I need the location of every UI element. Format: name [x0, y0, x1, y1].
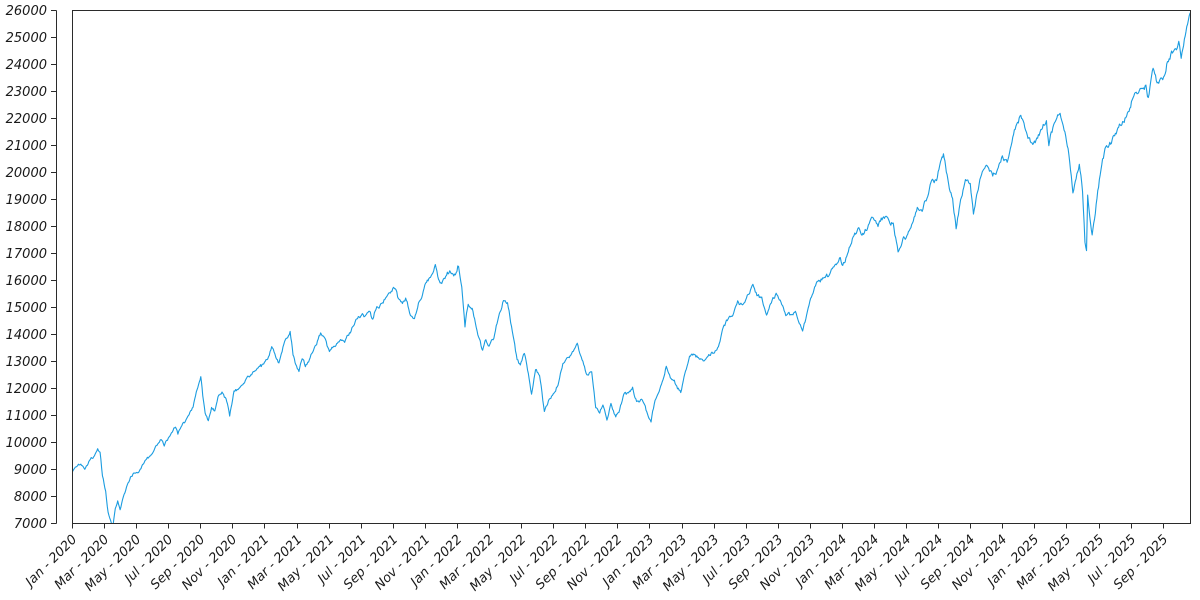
y-tick-label: 11000 [6, 409, 47, 424]
y-tick-label: 9000 [14, 463, 47, 478]
y-tick-label: 13000 [6, 355, 47, 370]
y-tick-label: 18000 [6, 220, 47, 235]
y-tick-label: 24000 [6, 58, 47, 73]
y-axis: 7000 8000 9000 10000 11000 12000 13000 14000 150… [6, 4, 57, 532]
y-tick-label: 15000 [6, 301, 47, 316]
y-tick-label: 10000 [6, 436, 47, 451]
y-tick-label: 14000 [6, 328, 47, 343]
y-tick-label: 12000 [6, 382, 47, 397]
series-layer [72, 12, 1190, 523]
y-tick-label: 26000 [6, 4, 47, 19]
y-tick-label: 25000 [6, 31, 47, 46]
y-tick-label: 22000 [6, 112, 47, 127]
y-tick-label: 8000 [14, 490, 47, 505]
y-tick-label: 21000 [6, 139, 47, 154]
y-tick-label: 17000 [6, 247, 47, 262]
y-tick-label: 23000 [6, 85, 47, 100]
y-tick-label: 19000 [6, 193, 47, 208]
y-tick-label: 16000 [6, 274, 47, 289]
y-tick-label: 20000 [6, 166, 47, 181]
price-line [72, 12, 1190, 523]
y-tick-label: 7000 [14, 517, 47, 532]
plot-frame [72, 10, 1191, 524]
